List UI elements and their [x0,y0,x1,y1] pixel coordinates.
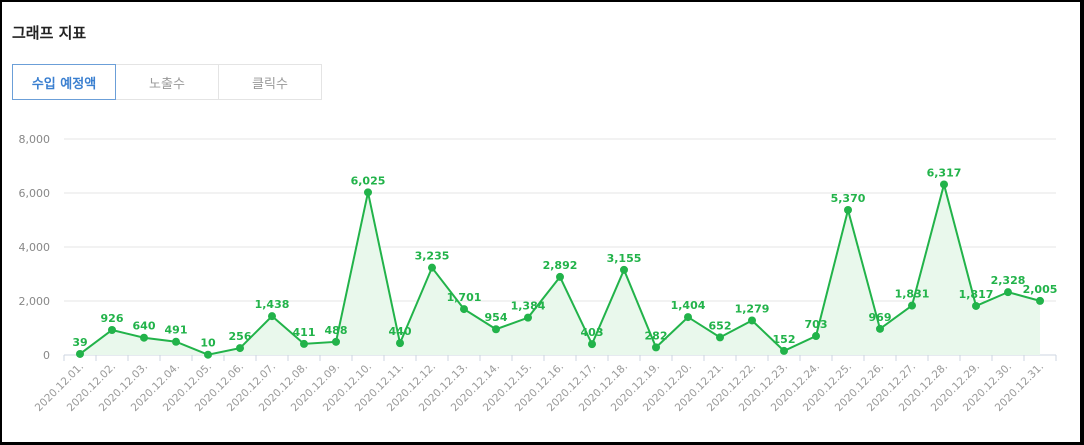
data-point [108,325,116,334]
y-tick-label: 8,000 [19,133,51,146]
y-tick-label: 6,000 [19,187,51,200]
data-point [204,350,212,359]
data-label: 2,892 [543,259,578,272]
y-tick-label: 0 [43,349,50,362]
data-label: 954 [485,311,508,324]
data-label: 5,370 [831,192,866,205]
data-point [684,313,692,322]
area-fill [80,184,1040,355]
data-label: 1,438 [255,298,290,311]
data-point [844,206,852,215]
data-label: 10 [200,337,216,350]
data-label: 411 [293,326,316,339]
tab-expected-revenue[interactable]: 수입 예정액 [12,64,116,100]
data-point [716,333,724,342]
data-point [396,339,404,348]
data-point [428,263,436,272]
data-point [652,343,660,352]
data-label: 1,384 [511,300,546,313]
data-label: 491 [165,324,188,337]
data-label: 6,025 [351,174,386,187]
data-label: 926 [101,312,124,325]
data-point [460,305,468,314]
data-point [620,265,628,274]
data-label: 282 [645,329,668,342]
data-point [364,188,372,197]
data-label: 1,404 [671,299,706,312]
data-label: 1,701 [447,291,482,304]
data-point [780,346,788,355]
data-point [876,324,884,333]
data-label: 39 [72,336,87,349]
data-label: 703 [805,318,828,331]
data-label: 3,235 [415,250,450,263]
data-label: 640 [133,320,156,333]
y-tick-label: 4,000 [19,241,51,254]
data-label: 256 [229,330,252,343]
data-label: 2,005 [1023,283,1058,296]
data-point [588,340,596,349]
data-label: 3,155 [607,252,642,265]
data-point [1036,296,1044,305]
data-label: 1,279 [735,302,770,315]
data-point [556,272,564,281]
data-point [300,339,308,348]
tab-impressions[interactable]: 노출수 [115,64,219,100]
data-label: 1,817 [959,288,994,301]
data-point [972,301,980,310]
data-point [268,312,276,321]
data-label: 6,317 [927,166,962,179]
data-point [524,313,532,322]
data-label: 969 [869,311,892,324]
data-point [812,332,820,341]
data-label: 152 [773,333,796,346]
tab-clicks[interactable]: 클릭수 [218,64,322,100]
data-label: 652 [709,319,732,332]
data-label: 2,328 [991,274,1026,287]
data-label: 440 [389,325,412,338]
data-label: 403 [581,326,604,339]
data-point [940,180,948,189]
data-point [140,333,148,342]
metric-tabs: 수입 예정액 노출수 클릭수 [12,64,322,100]
data-point [76,349,84,358]
data-point [172,337,180,346]
y-tick-label: 2,000 [19,295,51,308]
data-label: 1,831 [895,288,930,301]
data-point [1004,288,1012,297]
data-point [748,316,756,325]
data-point [332,337,340,346]
page-title: 그래프 지표 [12,24,87,42]
data-point [908,301,916,310]
data-label: 488 [325,324,348,337]
data-point [236,344,244,353]
data-point [492,325,500,334]
